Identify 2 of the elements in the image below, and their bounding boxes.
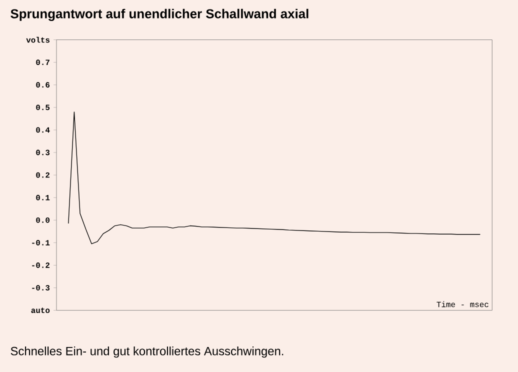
text: Schnelles Ein- und gut kontrolliertes Ausschwingen. [10, 346, 284, 358]
chart-title: Sprungantwort auf unendlicher Schallwand axial [10, 8, 308, 21]
